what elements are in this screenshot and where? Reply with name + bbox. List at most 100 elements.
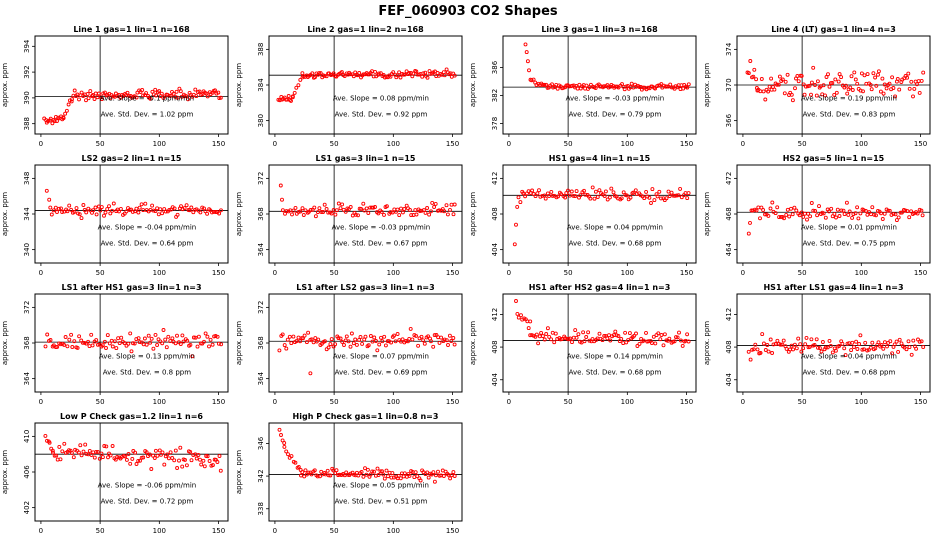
chart-title: Low P Check gas=1.2 lin=1 n=6: [60, 412, 203, 421]
data-point: [115, 455, 120, 459]
data-point: [371, 74, 376, 79]
annotation-text: Ave. Std. Dev. = 0.67 ppm: [335, 239, 428, 247]
data-point: [62, 342, 67, 347]
data-point: [117, 209, 121, 214]
chart-title: HS1 after HS2 gas=4 lin=1 n=3: [529, 283, 671, 292]
annotation-text: Ave. Std. Dev. = 0.83 ppm: [803, 110, 896, 118]
data-point: [213, 210, 218, 214]
y-tick-label: 372: [257, 301, 265, 314]
data-point: [755, 347, 760, 352]
data-point: [290, 94, 295, 99]
data-point: [88, 89, 93, 94]
data-point: [219, 208, 223, 213]
data-point: [521, 191, 526, 196]
y-axis-label: approx. ppm: [469, 192, 477, 236]
data-point: [128, 461, 133, 466]
chart-title: LS1 gas=3 lin=1 n=15: [316, 154, 416, 163]
data-point: [763, 97, 768, 102]
data-point: [588, 196, 593, 201]
x-tick-label: 50: [564, 398, 573, 406]
data-point: [201, 458, 206, 463]
data-point: [205, 211, 210, 216]
chart-panel: 0 50 100 150 404 408 412 approx. ppm HS1 gas=4 l…: [469, 154, 697, 277]
x-tick-label: 100: [387, 527, 400, 535]
data-point: [187, 208, 192, 213]
data-point: [304, 340, 309, 345]
data-point: [377, 342, 382, 347]
data-point: [519, 313, 523, 318]
data-point: [550, 193, 555, 198]
data-point: [629, 81, 634, 86]
x-tick-label: 100: [621, 398, 634, 406]
data-point: [436, 335, 441, 340]
data-point: [560, 337, 564, 341]
data-point: [136, 336, 141, 341]
data-point: [189, 458, 194, 463]
plot-box: [34, 35, 229, 135]
data-point: [298, 209, 303, 214]
data-point: [174, 89, 179, 94]
outlier-point: [524, 50, 529, 55]
annotation-text: Ave. Slope = 0.14 ppm/min: [567, 353, 663, 361]
data-point: [430, 200, 435, 205]
data-point: [378, 71, 383, 76]
data-point: [587, 338, 592, 343]
y-axis-label: approx. ppm: [703, 63, 711, 107]
data-point: [196, 334, 201, 339]
scatter-points: [42, 86, 223, 126]
data-point: [78, 443, 83, 448]
data-point: [408, 208, 412, 212]
data-point: [279, 433, 283, 437]
data-point: [893, 212, 898, 217]
data-point: [168, 450, 173, 455]
annotation-text: Ave. Std. Dev. = 0.79 ppm: [569, 110, 662, 118]
data-point: [588, 82, 593, 87]
outlier-point: [527, 68, 531, 73]
data-point: [574, 189, 579, 194]
data-point: [186, 97, 190, 102]
data-point: [814, 93, 819, 98]
data-point: [144, 342, 149, 347]
data-point: [890, 351, 895, 356]
data-point: [54, 453, 59, 458]
chart-title: LS2 gas=2 lin=1 n=15: [82, 154, 182, 163]
data-point: [674, 335, 678, 340]
data-point: [399, 206, 403, 211]
data-point: [920, 213, 925, 218]
data-point: [124, 209, 129, 214]
data-point: [919, 78, 924, 83]
data-point: [277, 98, 282, 103]
y-tick-label: 412: [491, 172, 499, 185]
data-point: [105, 333, 110, 338]
annotation-text: Ave. Slope = -0.03 ppm/min: [332, 224, 431, 232]
x-tick-label: 0: [273, 140, 277, 148]
x-axis: 0 50 100 150: [39, 263, 225, 277]
data-point: [172, 206, 177, 211]
data-point: [807, 83, 812, 88]
data-point: [540, 334, 545, 339]
data-point: [110, 344, 115, 349]
data-point: [543, 196, 548, 201]
data-point: [413, 208, 418, 213]
data-point: [400, 210, 405, 215]
data-point: [155, 206, 160, 211]
data-point: [852, 70, 857, 75]
data-point: [451, 470, 456, 475]
data-point: [676, 193, 681, 198]
x-tick-label: 150: [446, 269, 459, 277]
data-point: [516, 315, 521, 320]
data-point: [390, 210, 395, 215]
x-tick-label: 50: [798, 398, 807, 406]
data-point: [422, 341, 427, 346]
data-point: [452, 73, 457, 78]
data-point: [413, 470, 418, 475]
x-tick-label: 0: [507, 269, 511, 277]
data-point: [828, 81, 833, 86]
data-point: [322, 339, 327, 344]
data-point: [775, 205, 780, 210]
data-point: [842, 346, 847, 351]
data-point: [652, 198, 657, 203]
y-axis-label: approx. ppm: [469, 321, 477, 365]
data-point: [141, 93, 146, 98]
y-axis: 364 368 372: [257, 172, 269, 256]
